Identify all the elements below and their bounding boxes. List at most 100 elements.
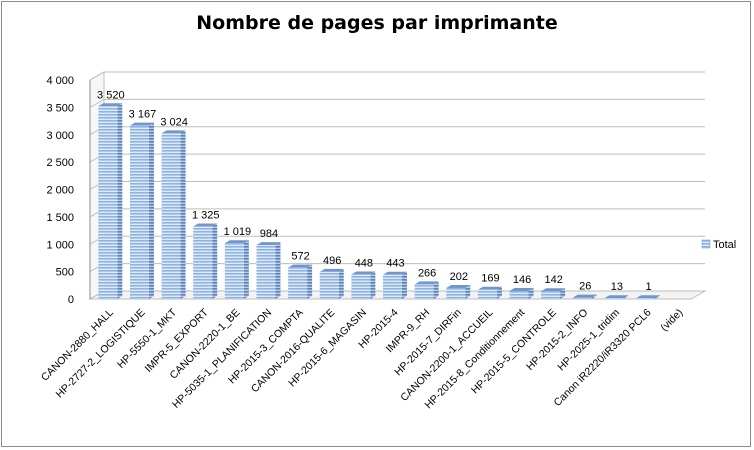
bar-front bbox=[288, 267, 308, 299]
y-tick-label: 3 500 bbox=[46, 102, 74, 114]
data-label: 572 bbox=[291, 251, 309, 263]
bar-top bbox=[288, 264, 313, 268]
bar-front bbox=[509, 291, 529, 299]
bar bbox=[351, 271, 376, 299]
bar-top bbox=[193, 223, 218, 227]
bar bbox=[477, 286, 502, 299]
y-tick-label: 500 bbox=[56, 267, 74, 279]
bar-top bbox=[224, 240, 249, 244]
bar-side bbox=[243, 240, 249, 299]
bars bbox=[98, 103, 661, 299]
bar-front bbox=[351, 274, 371, 299]
bar bbox=[161, 130, 186, 299]
data-label: 443 bbox=[386, 258, 404, 270]
bar bbox=[414, 281, 439, 299]
bar bbox=[509, 288, 534, 299]
bar bbox=[256, 242, 281, 299]
data-label: 1 bbox=[645, 281, 651, 293]
bar-front bbox=[161, 133, 181, 299]
y-tick-label: 0 bbox=[68, 294, 74, 306]
bar bbox=[319, 268, 344, 299]
data-label: 146 bbox=[513, 274, 531, 286]
bar-top bbox=[509, 288, 534, 292]
bar-top bbox=[414, 281, 439, 285]
bar bbox=[383, 271, 407, 299]
bar bbox=[288, 264, 313, 299]
bar-side bbox=[655, 295, 661, 299]
bar-front bbox=[604, 298, 624, 299]
gridline-depth bbox=[89, 98, 105, 108]
bar-side bbox=[338, 268, 344, 299]
bar-front bbox=[572, 297, 592, 299]
bar-side bbox=[402, 271, 407, 299]
y-tick-label: 2 500 bbox=[46, 157, 74, 169]
bar-top bbox=[541, 288, 566, 292]
bar-front bbox=[446, 287, 466, 299]
bar-side bbox=[591, 294, 597, 299]
bar-side bbox=[623, 295, 629, 299]
y-tick-label: 2 000 bbox=[46, 185, 74, 197]
bar-top bbox=[161, 130, 186, 134]
data-label: 3 024 bbox=[160, 116, 188, 128]
data-label: 13 bbox=[611, 281, 623, 293]
bar-side bbox=[528, 288, 534, 299]
bar bbox=[224, 240, 249, 299]
bar-top bbox=[129, 122, 154, 126]
bar-side bbox=[433, 281, 439, 299]
y-axis-ticks: 0 500 1 000 1 500 2 000 2 500 3 000 3 500 4 000 bbox=[46, 75, 74, 306]
y-tick-label: 1 000 bbox=[46, 239, 74, 251]
bar bbox=[572, 294, 597, 299]
bar-side bbox=[117, 103, 123, 299]
bar-front bbox=[541, 291, 561, 299]
data-label: 3 520 bbox=[97, 89, 125, 101]
data-label: 3 167 bbox=[129, 109, 157, 121]
data-label: 169 bbox=[481, 273, 499, 285]
bar-top bbox=[604, 295, 629, 299]
legend-label: Total bbox=[713, 239, 736, 251]
y-tick-label: 3 000 bbox=[46, 130, 74, 142]
bar-front bbox=[477, 289, 497, 299]
chart-title: Nombre de pages par imprimante bbox=[196, 12, 558, 34]
data-label: 202 bbox=[450, 271, 468, 283]
bar-front bbox=[319, 271, 339, 299]
y-tick-label: 4 000 bbox=[46, 75, 74, 87]
bar-top bbox=[636, 295, 661, 299]
bar bbox=[541, 288, 566, 299]
data-label: 448 bbox=[355, 257, 373, 269]
bar-front bbox=[636, 298, 656, 299]
y-tick-label: 1 500 bbox=[46, 212, 74, 224]
legend: Total bbox=[701, 239, 736, 251]
bar-top bbox=[383, 271, 407, 275]
bar-front bbox=[383, 274, 402, 299]
data-label: 26 bbox=[579, 281, 591, 293]
bar-front bbox=[256, 245, 276, 299]
data-label: 984 bbox=[260, 228, 278, 240]
legend-swatch bbox=[701, 239, 711, 249]
bar-side bbox=[370, 271, 376, 299]
category-labels: CANON-2880_HALLHP-2727-2_LOGISTIQUEHP-55… bbox=[39, 306, 685, 411]
bar-top bbox=[319, 268, 344, 272]
data-label: 1 019 bbox=[224, 226, 252, 238]
bar bbox=[129, 122, 154, 299]
bar-top bbox=[351, 271, 376, 275]
data-label: 266 bbox=[418, 267, 436, 279]
bar-top bbox=[446, 284, 471, 288]
bar-side bbox=[307, 264, 313, 299]
bar-front bbox=[193, 226, 213, 299]
bar-side bbox=[212, 223, 218, 299]
bar-top bbox=[572, 294, 597, 298]
bar-top bbox=[98, 103, 123, 107]
bar-top bbox=[477, 286, 502, 290]
bar-top bbox=[256, 242, 281, 246]
bar bbox=[193, 223, 218, 299]
bar-front bbox=[129, 125, 149, 299]
bar bbox=[636, 295, 661, 299]
bar bbox=[604, 295, 629, 299]
bar-side bbox=[560, 288, 566, 299]
category-label: (vide) bbox=[658, 307, 685, 334]
bar-front bbox=[98, 106, 118, 299]
bar-side bbox=[148, 122, 154, 299]
